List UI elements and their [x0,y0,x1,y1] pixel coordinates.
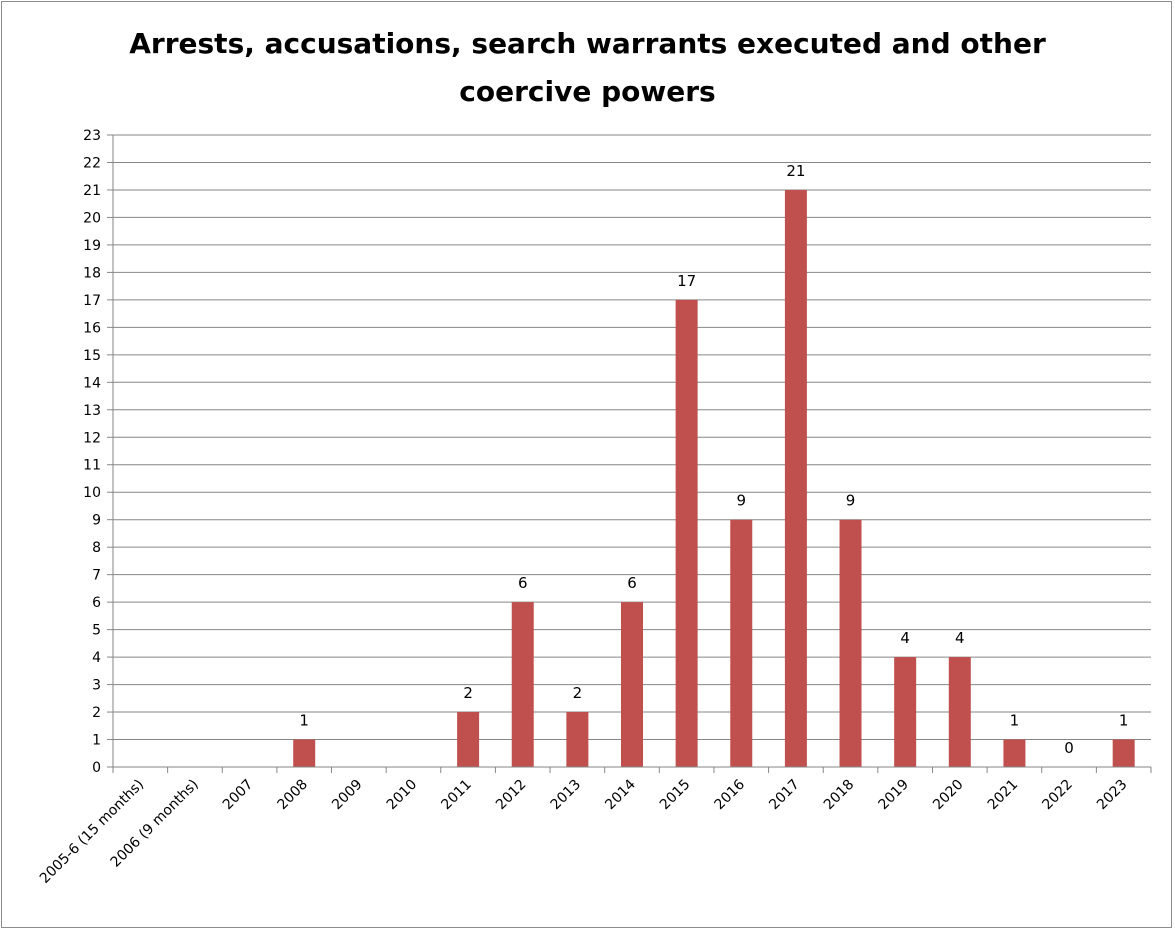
y-tick-label: 0 [92,760,101,776]
y-tick-label: 8 [92,540,101,556]
y-tick-label: 11 [83,458,101,474]
bars [293,189,1135,767]
x-tick-label: 2014 [602,776,639,813]
x-tick-label: 2009 [329,777,366,814]
data-label: 21 [786,162,805,180]
x-tick-label: 2023 [1094,777,1131,814]
y-tick-label: 16 [83,320,101,336]
x-tick-label: 2017 [766,777,803,814]
data-label: 9 [736,492,746,510]
bar [1112,739,1135,767]
x-tick-label: 2020 [930,777,967,814]
y-tick-label: 10 [83,485,101,501]
data-label: 1 [1010,712,1020,730]
bar [894,657,917,767]
y-tick-label: 9 [92,513,101,529]
y-tick-label: 23 [83,128,101,144]
x-tick-label: 2019 [875,777,912,814]
x-tick-label: 2010 [384,777,421,814]
data-label: 6 [627,574,637,592]
x-tick-label: 2018 [821,777,858,814]
data-label: 9 [846,492,856,510]
x-tick-label: 2022 [1039,777,1076,814]
x-tick-label: 2015 [657,777,694,814]
x-axis-ticks: 2005-6 (15 months)2006 (9 months) 2007 200… [37,776,1131,886]
x-tick-label: 2016 [712,776,749,813]
x-tick-label: 2008 [275,777,312,814]
data-label: 4 [955,629,965,647]
data-label: 1 [299,712,309,730]
data-labels: 1 2 6 2 6 17 9 21 9 4 4 1 0 1 [299,162,1128,757]
bar [948,657,971,767]
bar [457,712,480,767]
data-label: 1 [1119,712,1129,730]
y-tick-label: 4 [92,650,101,666]
bar [784,189,807,767]
x-tick-label: 2005-6 (15 months) [37,777,147,887]
bar [621,602,643,767]
bar [675,299,698,767]
y-tick-label: 7 [92,568,101,584]
x-tick-label: 2007 [220,777,257,814]
data-label: 2 [573,684,583,702]
y-tick-label: 1 [92,733,101,749]
y-tick-label: 2 [92,705,101,721]
x-tick-label: 2012 [493,777,530,814]
bar [839,519,862,767]
data-label: 0 [1064,739,1074,757]
data-label: 4 [900,629,910,647]
x-tick-label: 2011 [438,777,475,814]
y-tick-label: 14 [83,375,101,391]
data-label: 17 [677,272,696,290]
y-tick-label: 5 [92,623,101,639]
data-label: 2 [463,684,473,702]
chart-title-line1: Arrests, accusations, search warrants ex… [129,27,1046,60]
y-tick-label: 19 [83,238,101,254]
y-tick-label: 3 [92,678,101,694]
x-tick-label: 2013 [548,777,585,814]
bar [566,712,589,767]
chart-title-line2: coercive powers [459,75,716,108]
y-tick-label: 13 [83,403,101,419]
y-tick-label: 20 [83,210,101,226]
y-tick-label: 17 [83,293,101,309]
axes [112,135,1152,773]
y-tick-label: 21 [83,183,101,199]
y-tick-label: 12 [83,430,101,446]
data-label: 6 [518,574,528,592]
bar [511,602,534,767]
x-tick-label: 2021 [985,777,1022,814]
y-tick-label: 18 [83,265,101,281]
bar [293,739,316,767]
bar [1003,739,1026,767]
y-tick-label: 22 [83,155,101,171]
y-tick-label: 6 [92,595,101,611]
bar [730,519,753,767]
chart-title: Arrests, accusations, search warrants ex… [0,20,1175,116]
y-tick-label: 15 [83,348,101,364]
